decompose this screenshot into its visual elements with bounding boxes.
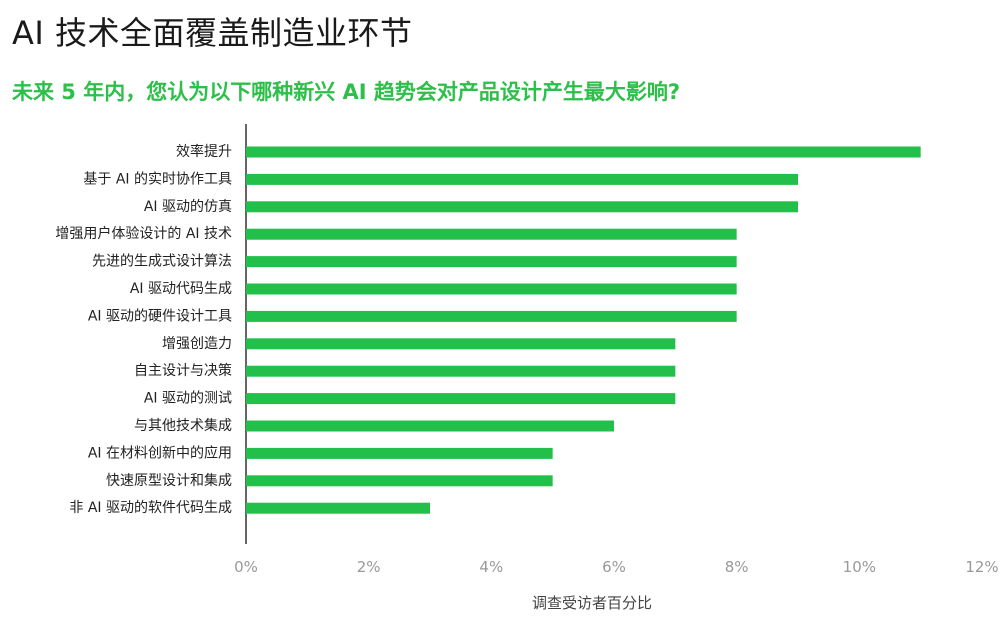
x-tick-label: 12%	[965, 558, 998, 576]
category-label: 快速原型设计和集成	[106, 472, 232, 489]
category-label: 增强创造力	[162, 336, 232, 352]
category-label: 先进的生成式设计算法	[92, 254, 232, 270]
bar	[246, 173, 798, 185]
x-tick-label: 0%	[234, 558, 258, 576]
bar	[246, 420, 614, 432]
category-label: AI 驱动的仿真	[144, 199, 232, 215]
x-tick-label: 6%	[602, 558, 626, 576]
category-label: AI 在材料创新中的应用	[88, 444, 232, 461]
bar	[246, 338, 676, 350]
category-label: 增强用户体验设计的 AI 技术	[55, 225, 232, 242]
bar	[246, 201, 798, 213]
x-tick-label: 8%	[725, 558, 749, 576]
x-tick-label: 2%	[357, 558, 381, 576]
bar	[246, 310, 737, 322]
bar	[246, 502, 430, 514]
bar	[246, 475, 553, 487]
bar	[246, 393, 676, 405]
bar	[246, 228, 737, 240]
category-label: AI 驱动的测试	[144, 391, 232, 407]
chart-subtitle: 未来 5 年内，您认为以下哪种新兴 AI 趋势会对产品设计产生最大影响?	[12, 80, 681, 104]
category-label: 与其他技术集成	[134, 417, 232, 434]
category-label: 自主设计与决策	[134, 362, 232, 379]
category-label: 基于 AI 的实时协作工具	[83, 170, 232, 187]
category-label: 效率提升	[176, 143, 232, 160]
chart-title: AI 技术全面覆盖制造业环节	[12, 14, 413, 52]
category-label: 非 AI 驱动的软件代码生成	[69, 500, 232, 516]
bar	[246, 283, 737, 295]
bar	[246, 146, 921, 158]
x-tick-label: 10%	[843, 558, 876, 576]
bar	[246, 365, 676, 377]
x-axis-label: 调查受访者百分比	[532, 594, 652, 612]
bar	[246, 447, 553, 459]
x-tick-label: 4%	[479, 558, 503, 576]
category-label: AI 驱动的硬件设计工具	[88, 308, 232, 324]
category-label: AI 驱动代码生成	[130, 281, 232, 297]
bar	[246, 256, 737, 268]
